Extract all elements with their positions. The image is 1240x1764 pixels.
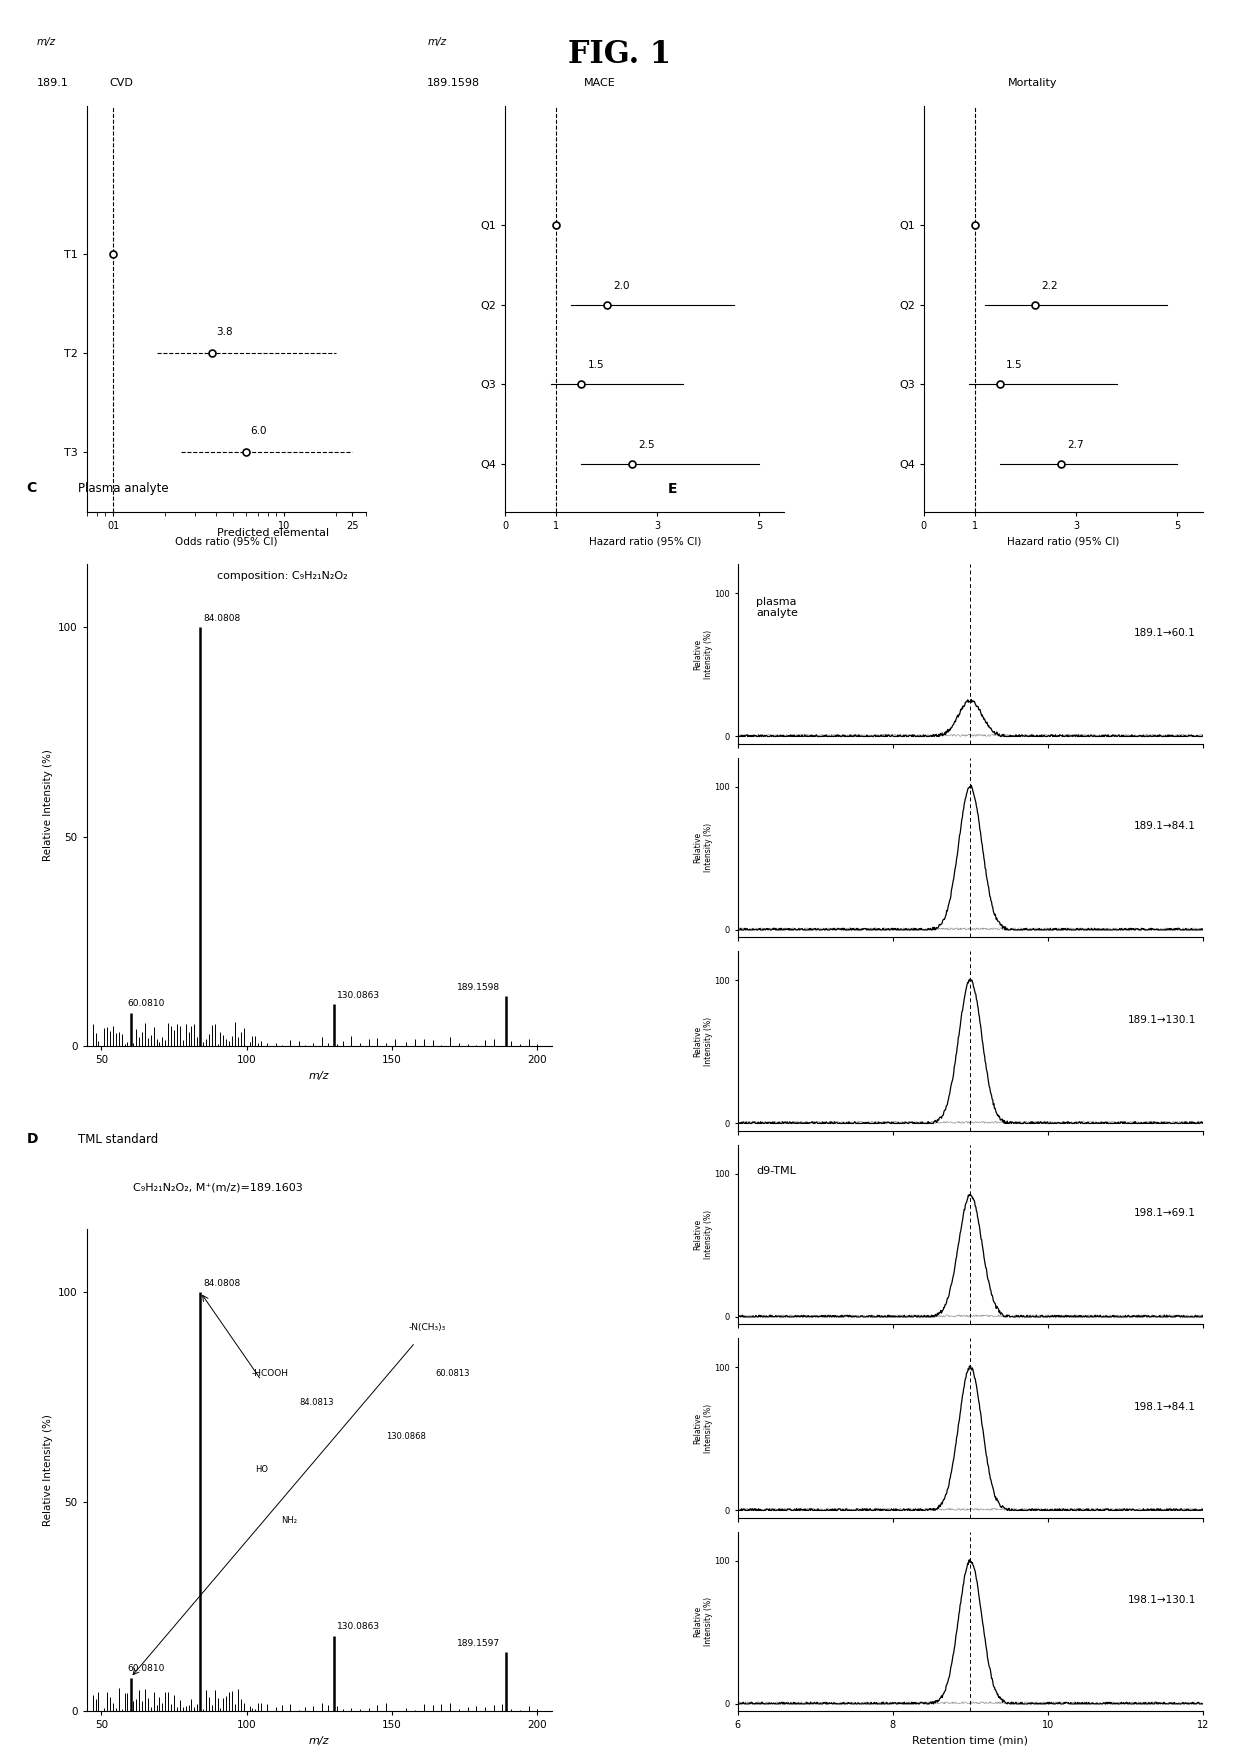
Text: d9-TML: d9-TML	[756, 1166, 796, 1177]
Text: 84.0808: 84.0808	[203, 614, 241, 623]
Text: 189.1→130.1: 189.1→130.1	[1127, 1014, 1195, 1025]
Text: 2.2: 2.2	[1042, 280, 1058, 291]
Text: 84.0808: 84.0808	[203, 1279, 241, 1288]
Y-axis label: Relative Intensity (%): Relative Intensity (%)	[42, 750, 52, 861]
Text: 130.0863: 130.0863	[337, 1623, 381, 1632]
Text: 189.1→60.1: 189.1→60.1	[1135, 628, 1195, 637]
Text: 189.1597: 189.1597	[456, 1639, 500, 1648]
Text: C: C	[26, 482, 37, 496]
Text: 3.8: 3.8	[216, 328, 233, 337]
Text: Plasma analyte: Plasma analyte	[78, 482, 169, 496]
Text: 130.0868: 130.0868	[386, 1432, 427, 1441]
Y-axis label: Relative Intensity (%): Relative Intensity (%)	[42, 1415, 52, 1526]
X-axis label: m/z: m/z	[309, 1071, 330, 1081]
X-axis label: Odds ratio (95% CI): Odds ratio (95% CI)	[175, 536, 278, 547]
Text: 198.1→69.1: 198.1→69.1	[1133, 1208, 1195, 1217]
Text: 6.0: 6.0	[250, 427, 267, 436]
Text: D: D	[26, 1131, 38, 1145]
Text: -HCOOH: -HCOOH	[252, 1369, 289, 1378]
Text: 189.1598: 189.1598	[427, 78, 480, 88]
Text: C₉H₂₁N₂O₂, M⁺(m/z)=189.1603: C₉H₂₁N₂O₂, M⁺(m/z)=189.1603	[134, 1184, 303, 1192]
Y-axis label: Relative
Intensity (%): Relative Intensity (%)	[693, 1016, 713, 1065]
X-axis label: Hazard ratio (95% CI): Hazard ratio (95% CI)	[589, 536, 701, 547]
Text: 1.5: 1.5	[1006, 360, 1023, 370]
Y-axis label: Relative
Intensity (%): Relative Intensity (%)	[693, 1596, 713, 1646]
Text: 130.0863: 130.0863	[337, 991, 381, 1000]
Y-axis label: Relative
Intensity (%): Relative Intensity (%)	[693, 630, 713, 679]
Text: 60.0813: 60.0813	[435, 1369, 470, 1378]
Y-axis label: Relative
Intensity (%): Relative Intensity (%)	[693, 1404, 713, 1452]
Text: Predicted elemental: Predicted elemental	[217, 527, 329, 538]
Text: 198.1→84.1: 198.1→84.1	[1133, 1402, 1195, 1411]
Text: 189.1: 189.1	[37, 78, 68, 88]
Text: NH₂: NH₂	[281, 1515, 298, 1524]
Text: 2.0: 2.0	[613, 280, 630, 291]
X-axis label: Retention time (min): Retention time (min)	[913, 1736, 1028, 1746]
Text: 2.5: 2.5	[639, 439, 655, 450]
X-axis label: m/z: m/z	[309, 1736, 330, 1746]
Text: 60.0810: 60.0810	[128, 1663, 165, 1674]
Text: 189.1→84.1: 189.1→84.1	[1133, 820, 1195, 831]
Text: 1.5: 1.5	[588, 360, 604, 370]
Text: composition: C₉H₂₁N₂O₂: composition: C₉H₂₁N₂O₂	[217, 572, 347, 580]
Y-axis label: Relative
Intensity (%): Relative Intensity (%)	[693, 824, 713, 871]
Text: Mortality: Mortality	[1008, 78, 1056, 88]
Text: 189.1598: 189.1598	[456, 983, 500, 991]
Text: 2.7: 2.7	[1066, 439, 1084, 450]
Text: CVD: CVD	[109, 78, 133, 88]
Y-axis label: Relative
Intensity (%): Relative Intensity (%)	[693, 1210, 713, 1259]
X-axis label: Hazard ratio (95% CI): Hazard ratio (95% CI)	[1007, 536, 1120, 547]
Text: 60.0810: 60.0810	[128, 1000, 165, 1009]
Text: m/z: m/z	[37, 37, 56, 48]
Text: TML standard: TML standard	[78, 1132, 157, 1145]
Text: MACE: MACE	[583, 78, 615, 88]
Text: E: E	[668, 482, 677, 496]
Text: HO: HO	[255, 1466, 268, 1475]
Text: 84.0813: 84.0813	[299, 1399, 334, 1408]
Text: -N(CH₃)₃: -N(CH₃)₃	[408, 1323, 445, 1332]
Text: m/z: m/z	[427, 37, 446, 48]
Text: 198.1→130.1: 198.1→130.1	[1127, 1595, 1195, 1605]
Text: FIG. 1: FIG. 1	[568, 39, 672, 71]
Text: plasma
analyte: plasma analyte	[756, 596, 799, 619]
